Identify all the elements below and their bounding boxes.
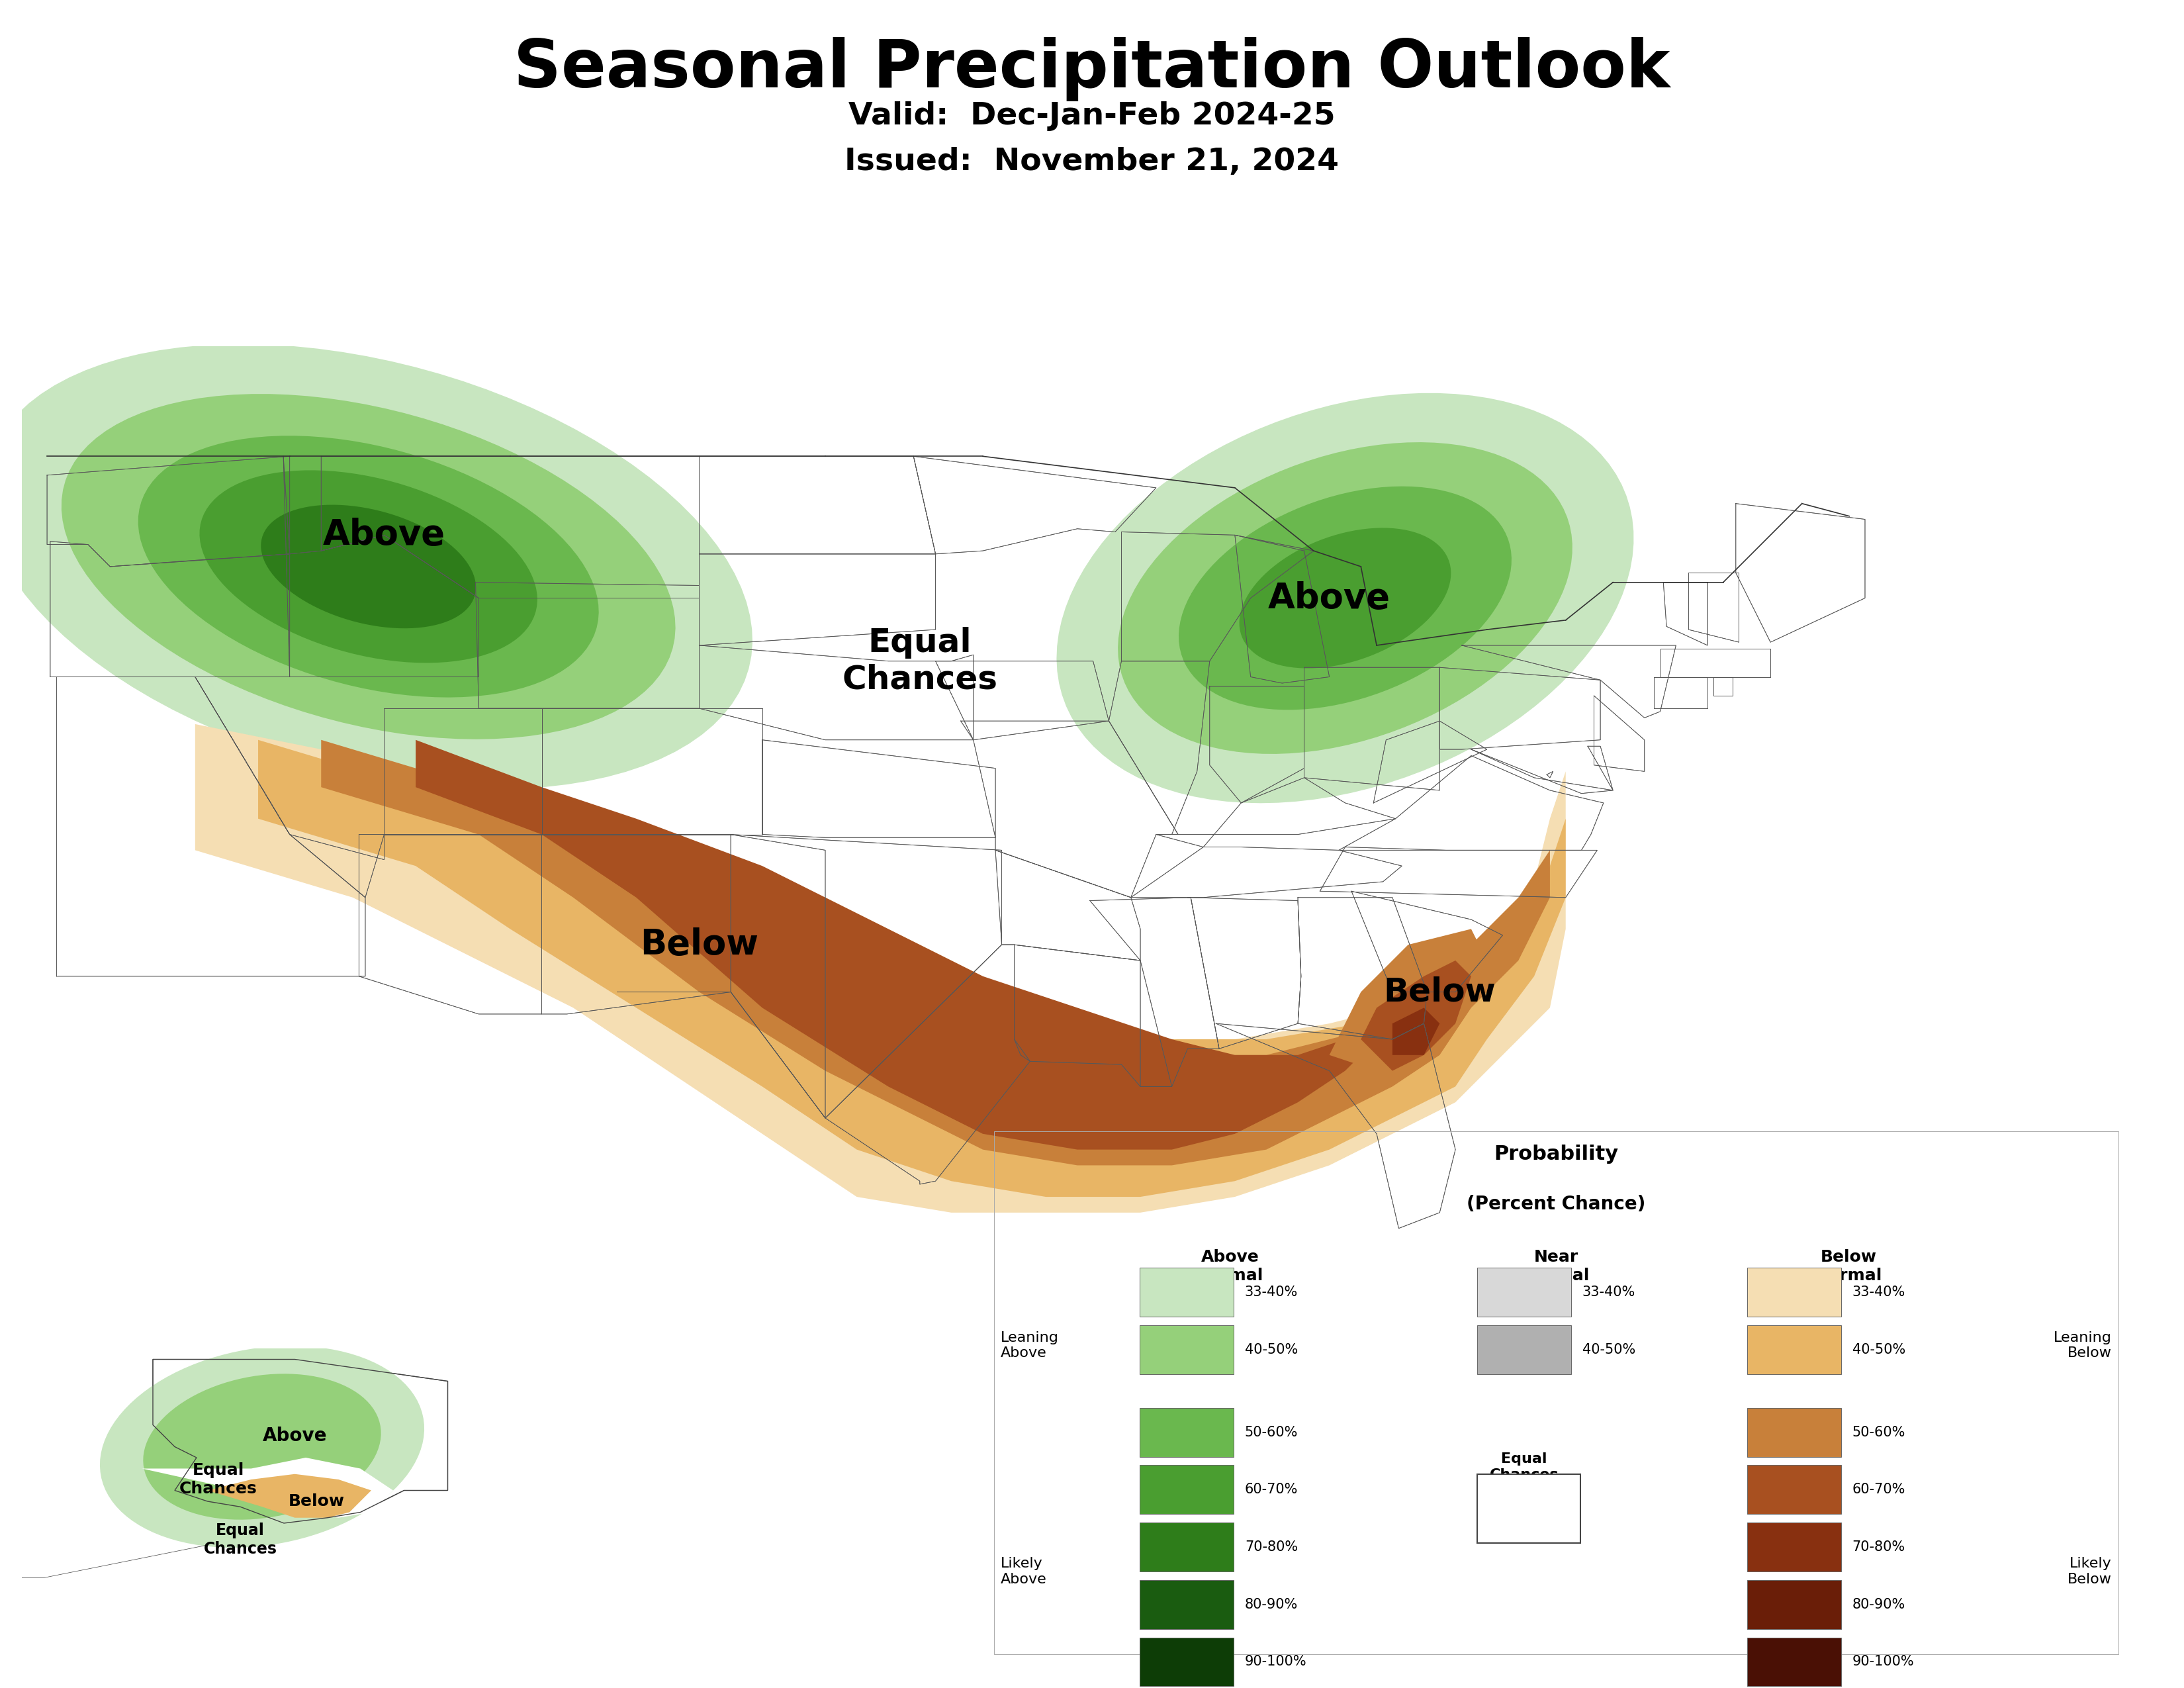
- Text: 40-50%: 40-50%: [1581, 1344, 1636, 1355]
- Text: 70-80%: 70-80%: [1245, 1541, 1297, 1553]
- Text: Equal
Chances: Equal Chances: [1489, 1453, 1559, 1480]
- Text: 33-40%: 33-40%: [1581, 1286, 1636, 1298]
- Text: Likely
Above: Likely Above: [1000, 1558, 1046, 1585]
- Text: 50-60%: 50-60%: [1245, 1426, 1297, 1438]
- Polygon shape: [1118, 442, 1572, 755]
- Text: 60-70%: 60-70%: [1245, 1484, 1297, 1496]
- Polygon shape: [138, 436, 598, 697]
- Text: 80-90%: 80-90%: [1852, 1599, 1904, 1610]
- Polygon shape: [1330, 928, 1487, 1070]
- Polygon shape: [1057, 393, 1634, 803]
- Polygon shape: [153, 1359, 448, 1523]
- Polygon shape: [258, 739, 1566, 1197]
- Text: Above: Above: [262, 1426, 328, 1445]
- Text: 40-50%: 40-50%: [1245, 1344, 1297, 1355]
- Polygon shape: [199, 471, 537, 663]
- Text: Above: Above: [323, 518, 446, 552]
- Text: 50-60%: 50-60%: [1852, 1426, 1904, 1438]
- Text: Leaning
Above: Leaning Above: [1000, 1332, 1059, 1359]
- Text: Seasonal Precipitation Outlook: Seasonal Precipitation Outlook: [513, 37, 1671, 101]
- Text: Equal
Chances: Equal Chances: [179, 1462, 258, 1497]
- Text: Equal
Chances: Equal Chances: [843, 626, 998, 695]
- Text: 60-70%: 60-70%: [1852, 1484, 1904, 1496]
- Polygon shape: [260, 505, 476, 628]
- Text: Valid:  Dec-Jan-Feb 2024-25: Valid: Dec-Jan-Feb 2024-25: [850, 101, 1334, 132]
- Text: Probability: Probability: [1494, 1144, 1618, 1163]
- Polygon shape: [61, 393, 675, 739]
- Text: Below
Normal: Below Normal: [1815, 1249, 1883, 1283]
- Text: Likely
Below: Likely Below: [2068, 1558, 2112, 1585]
- Polygon shape: [142, 1458, 393, 1518]
- Text: Above: Above: [1269, 581, 1391, 616]
- Polygon shape: [144, 1374, 380, 1519]
- Polygon shape: [1393, 1008, 1439, 1055]
- Polygon shape: [0, 344, 753, 788]
- Text: 90-100%: 90-100%: [1245, 1656, 1306, 1668]
- Text: 80-90%: 80-90%: [1245, 1599, 1297, 1610]
- Polygon shape: [1361, 960, 1472, 1070]
- Polygon shape: [1238, 528, 1450, 668]
- Text: Near
Normal: Near Normal: [1522, 1249, 1590, 1283]
- Polygon shape: [321, 739, 1551, 1165]
- Text: 70-80%: 70-80%: [1852, 1541, 1904, 1553]
- Text: Leaning
Below: Leaning Below: [2053, 1332, 2112, 1359]
- Text: 40-50%: 40-50%: [1852, 1344, 1904, 1355]
- Text: (Percent Chance): (Percent Chance): [1468, 1195, 1645, 1214]
- Text: 33-40%: 33-40%: [1245, 1286, 1297, 1298]
- Text: Issued:  November 21, 2024: Issued: November 21, 2024: [845, 147, 1339, 177]
- Text: Below: Below: [288, 1494, 345, 1509]
- Text: Equal
Chances: Equal Chances: [203, 1523, 277, 1556]
- Text: Below: Below: [640, 927, 758, 962]
- Text: 90-100%: 90-100%: [1852, 1656, 1913, 1668]
- Polygon shape: [194, 724, 1566, 1212]
- Text: 33-40%: 33-40%: [1852, 1286, 1904, 1298]
- Polygon shape: [1179, 486, 1511, 711]
- Polygon shape: [100, 1345, 424, 1548]
- Polygon shape: [415, 739, 1409, 1150]
- Text: Above
Normal: Above Normal: [1197, 1249, 1265, 1283]
- Text: Below: Below: [1382, 976, 1496, 1008]
- Polygon shape: [207, 1474, 371, 1518]
